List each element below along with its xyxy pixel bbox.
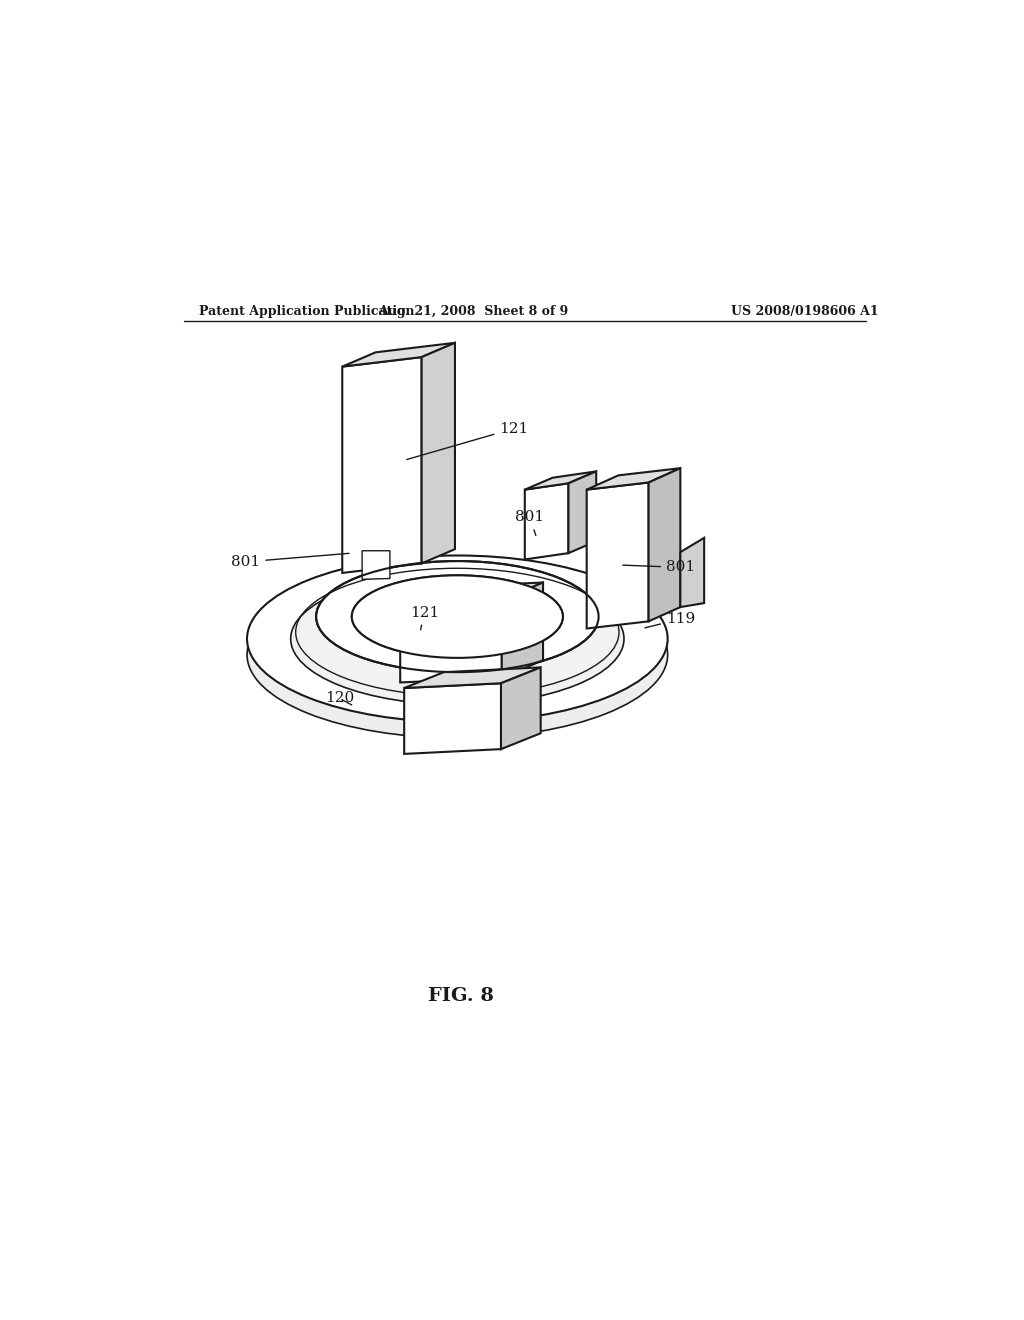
Polygon shape bbox=[404, 684, 501, 754]
Polygon shape bbox=[404, 668, 541, 688]
Polygon shape bbox=[568, 471, 596, 553]
Polygon shape bbox=[502, 582, 543, 677]
Polygon shape bbox=[326, 561, 589, 618]
Polygon shape bbox=[262, 556, 653, 624]
Text: FIG. 8: FIG. 8 bbox=[428, 987, 495, 1005]
Ellipse shape bbox=[247, 556, 668, 722]
Polygon shape bbox=[680, 537, 705, 607]
Polygon shape bbox=[587, 483, 648, 628]
Text: 801: 801 bbox=[515, 511, 545, 536]
Ellipse shape bbox=[352, 576, 563, 657]
Text: 801: 801 bbox=[623, 561, 695, 574]
Text: 121: 121 bbox=[410, 606, 439, 630]
Ellipse shape bbox=[352, 576, 563, 657]
Text: 120: 120 bbox=[325, 692, 354, 705]
Text: Patent Application Publication: Patent Application Publication bbox=[200, 305, 415, 318]
Polygon shape bbox=[524, 471, 596, 490]
Text: 121: 121 bbox=[407, 421, 528, 459]
Polygon shape bbox=[400, 582, 543, 605]
Ellipse shape bbox=[316, 561, 599, 672]
Text: US 2008/0198606 A1: US 2008/0198606 A1 bbox=[731, 305, 879, 318]
Ellipse shape bbox=[247, 572, 668, 738]
Polygon shape bbox=[524, 483, 568, 560]
Polygon shape bbox=[342, 343, 455, 367]
Polygon shape bbox=[422, 343, 455, 564]
Text: 801: 801 bbox=[231, 553, 349, 569]
Polygon shape bbox=[648, 469, 680, 622]
Polygon shape bbox=[362, 550, 390, 579]
Text: Aug. 21, 2008  Sheet 8 of 9: Aug. 21, 2008 Sheet 8 of 9 bbox=[378, 305, 568, 318]
Polygon shape bbox=[587, 469, 680, 490]
Polygon shape bbox=[501, 668, 541, 750]
Ellipse shape bbox=[291, 573, 624, 705]
Text: 119: 119 bbox=[645, 612, 695, 628]
Polygon shape bbox=[342, 358, 422, 573]
Polygon shape bbox=[400, 599, 502, 682]
